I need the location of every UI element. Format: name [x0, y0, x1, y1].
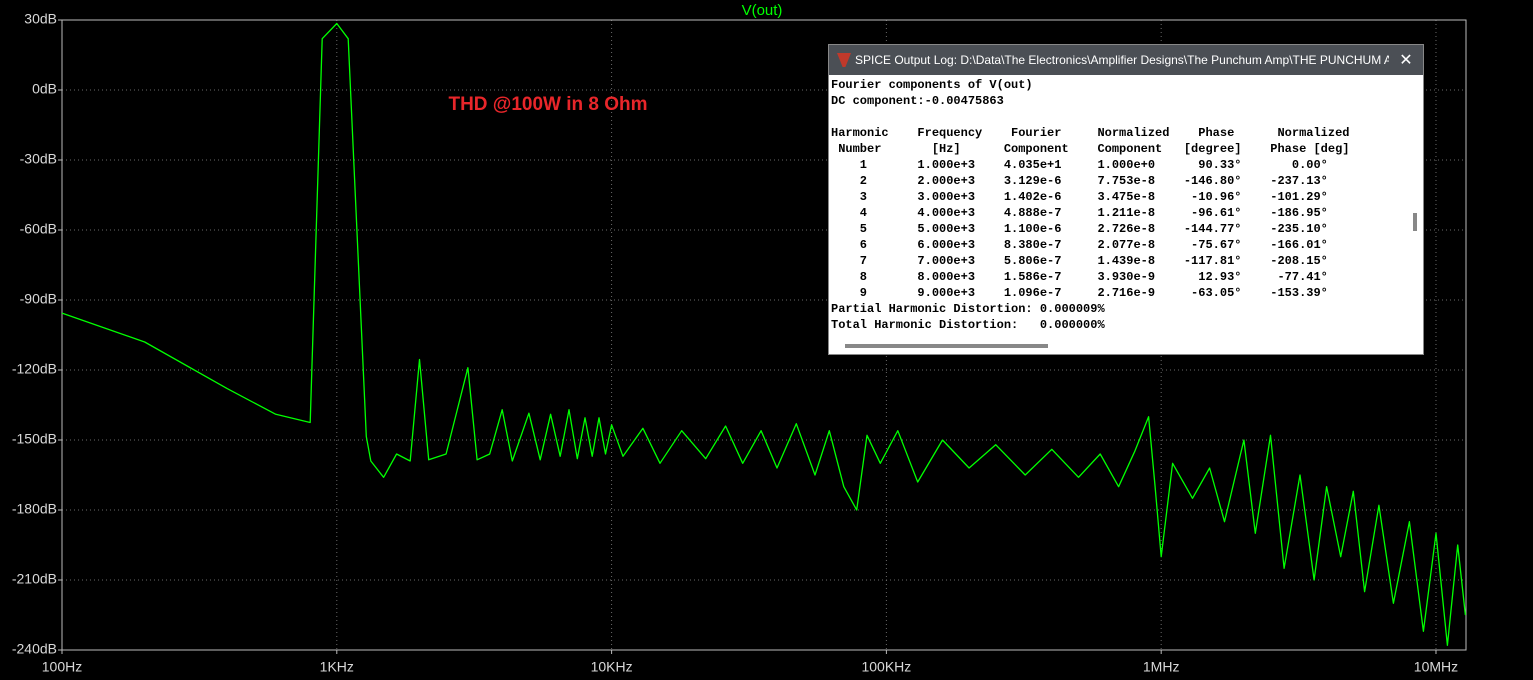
y-tick-label: -210dB: [12, 571, 57, 587]
y-tick-label: -90dB: [20, 291, 57, 307]
window-title: SPICE Output Log: D:\Data\The Electronic…: [855, 53, 1389, 67]
y-tick-label: 0dB: [32, 81, 57, 97]
x-tick-label: 1MHz: [1143, 659, 1180, 675]
spice-output-log[interactable]: SPICE Output Log: D:\Data\The Electronic…: [828, 44, 1424, 355]
table-line: 3 3.000e+3 1.402e-6 3.475e-8 -10.96° -10…: [831, 190, 1328, 204]
table-line: 9 9.000e+3 1.096e-7 2.716e-9 -63.05° -15…: [831, 286, 1328, 300]
trace: [61, 22, 1467, 646]
title-bar: SPICE Output Log: D:\Data\The Electronic…: [829, 45, 1423, 75]
log-line: Total Harmonic Distortion: 0.000000%: [831, 318, 1105, 332]
x-tick-label: 10KHz: [591, 659, 633, 675]
plot-frame: [61, 19, 1467, 651]
table-line: 6 6.000e+3 8.380e-7 2.077e-8 -75.67° -16…: [831, 238, 1328, 252]
log-text: Fourier components of V(out) DC component…: [831, 77, 1405, 338]
x-tick-label: 100KHz: [861, 659, 911, 675]
log-line: Fourier components of V(out): [831, 78, 1033, 92]
y-tick-label: -150dB: [12, 431, 57, 447]
x-tick-label: 1KHz: [320, 659, 354, 675]
log-line: Partial Harmonic Distortion: 0.000009%: [831, 302, 1105, 316]
y-tick-label: 30dB: [24, 11, 57, 27]
table-line: 4 4.000e+3 4.888e-7 1.211e-8 -96.61° -18…: [831, 206, 1328, 220]
y-tick-label: -240dB: [12, 641, 57, 657]
table-line: 7 7.000e+3 5.806e-7 1.439e-8 -117.81° -2…: [831, 254, 1328, 268]
vertical-scrollbar[interactable]: [1413, 213, 1417, 231]
spacer: [831, 109, 1405, 125]
table-line: 1 1.000e+3 4.035e+1 1.000e+0 90.33° 0.00…: [831, 158, 1328, 172]
close-button[interactable]: ✕: [1399, 52, 1413, 69]
y-tick-label: -60dB: [20, 221, 57, 237]
y-tick-label: -120dB: [12, 361, 57, 377]
y-tick-label: -30dB: [20, 151, 57, 167]
horizontal-scrollbar[interactable]: [845, 344, 1048, 348]
table-line: Harmonic Frequency Fourier Normalized Ph…: [831, 126, 1350, 140]
x-tick-label: 100Hz: [42, 659, 82, 675]
table-line: 8 8.000e+3 1.586e-7 3.930e-9 12.93° -77.…: [831, 270, 1328, 284]
table-line: 5 5.000e+3 1.100e-6 2.726e-8 -144.77° -2…: [831, 222, 1328, 236]
trace-name[interactable]: V(out): [742, 2, 783, 19]
annotation: THD @100W in 8 Ohm: [448, 94, 647, 115]
app-icon: [837, 53, 851, 67]
table-line: 2 2.000e+3 3.129e-6 7.753e-8 -146.80° -2…: [831, 174, 1328, 188]
x-tick-label: 10MHz: [1414, 659, 1458, 675]
log-line: DC component:-0.00475863: [831, 94, 1004, 108]
table-line: Number [Hz] Component Component [degree]…: [831, 142, 1350, 156]
y-tick-label: -180dB: [12, 501, 57, 517]
